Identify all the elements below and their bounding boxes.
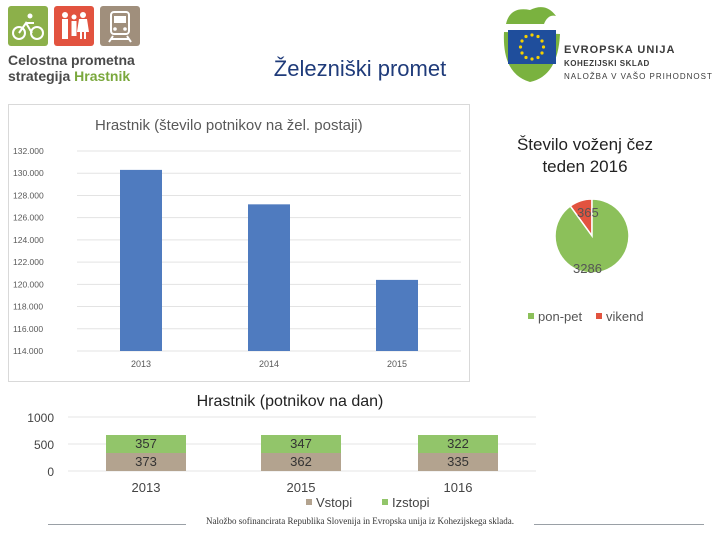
brand-word-strategy: strategija [8,68,71,84]
bar-izstopi-2015 [261,435,341,453]
brand-line-1: Celostna prometna [8,52,135,68]
value-label-izstopi: 357 [135,436,157,451]
legend-label-vikend: vikend [606,309,644,324]
eu-name: EVROPSKA UNIJA [564,44,676,56]
footer-divider-right [534,524,704,525]
y-tick-label: 1000 [27,411,54,425]
y-tick-label: 130.000 [13,168,44,178]
value-label-izstopi: 347 [290,436,312,451]
y-tick-label: 128.000 [13,190,44,200]
daily-chart-title: Hrastnik (potnikov na dan) [196,393,384,410]
x-tick-label: 2015 [387,359,407,369]
y-tick-label: 120.000 [13,279,44,289]
eu-slogan: NALOŽBA V VAŠO PRIHODNOST [564,72,713,81]
bar-chart-title: Hrastnik (število potnikov na žel. posta… [95,117,363,134]
bicycle-icon [8,6,48,46]
legend-label-pon-pet: pon-pet [538,309,582,324]
y-tick-label: 114.000 [13,346,43,356]
bar-vstopi-2015 [261,453,341,471]
strategy-logo: Celostna prometna strategija Hrastnik [8,6,158,86]
train-icon [100,6,140,46]
bar-vstopi-2013 [106,453,186,471]
value-label-vstopi: 373 [135,454,157,469]
pedestrians-icon [54,6,94,46]
x-tick-label: 2014 [259,359,279,369]
y-tick-label: 116.000 [13,324,43,334]
legend-label-izstopi: Izstopi [392,495,430,510]
bar-2015 [376,279,418,351]
legend-swatch-pon-pet [528,313,534,319]
bar-izstopi-1016 [418,435,498,453]
bar-izstopi-2013 [106,435,186,453]
eu-fund: KOHEZIJSKI SKLAD [564,59,650,68]
y-tick-label: 0 [47,465,54,479]
value-label-izstopi: 322 [447,436,469,451]
bar-2013 [120,169,162,351]
y-tick-label: 118.000 [13,302,43,312]
eu-flag-icon [503,7,560,82]
passengers-bar-svg: Hrastnik (število potnikov na žel. posta… [13,117,461,369]
footer-divider-left [48,524,186,525]
pie-title: Število voženj čez teden 2016 [516,135,654,176]
legend-swatch-vikend [596,313,602,319]
legend-swatch-izstopi [382,499,388,505]
page-title: Železniški promet [273,56,447,81]
brand-line-2: strategija Hrastnik [8,68,130,84]
y-tick-label: 124.000 [13,235,44,245]
legend-label-vstopi: Vstopi [316,495,352,510]
legend-swatch-vstopi [306,499,312,505]
pie-slice-pon-pet [554,198,630,274]
bar-vstopi-1016 [418,453,498,471]
value-label-vstopi: 335 [447,454,469,469]
trips-pie-chart: 365 3286 pon-pet vikend [528,198,644,324]
value-label-vstopi: 362 [290,454,312,469]
footer-note: Naložbo sofinancirata Republika Slovenij… [206,516,514,526]
y-tick-label: 500 [34,438,54,452]
pie-value-label-pon-pet: 3286 [573,261,602,276]
eu-logo: EVROPSKA UNIJA KOHEZIJSKI SKLAD NALOŽBA … [500,4,716,88]
passengers-bar-chart: Hrastnik (število potnikov na žel. posta… [8,104,470,382]
daily-passengers-chart: 1000 500 0 357 373 2013 347 362 2015 322 335 1016 Vs… [27,411,536,510]
x-tick-label: 1016 [444,480,473,495]
bar-2014 [248,204,290,351]
y-tick-label: 132.000 [13,146,44,156]
x-tick-label: 2015 [287,480,316,495]
y-tick-label: 126.000 [13,213,44,223]
x-tick-label: 2013 [131,359,151,369]
brand-word-town: Hrastnik [74,68,131,84]
x-tick-label: 2013 [132,480,161,495]
pie-value-label-vikend: 365 [577,205,599,220]
y-tick-label: 122.000 [13,257,44,267]
